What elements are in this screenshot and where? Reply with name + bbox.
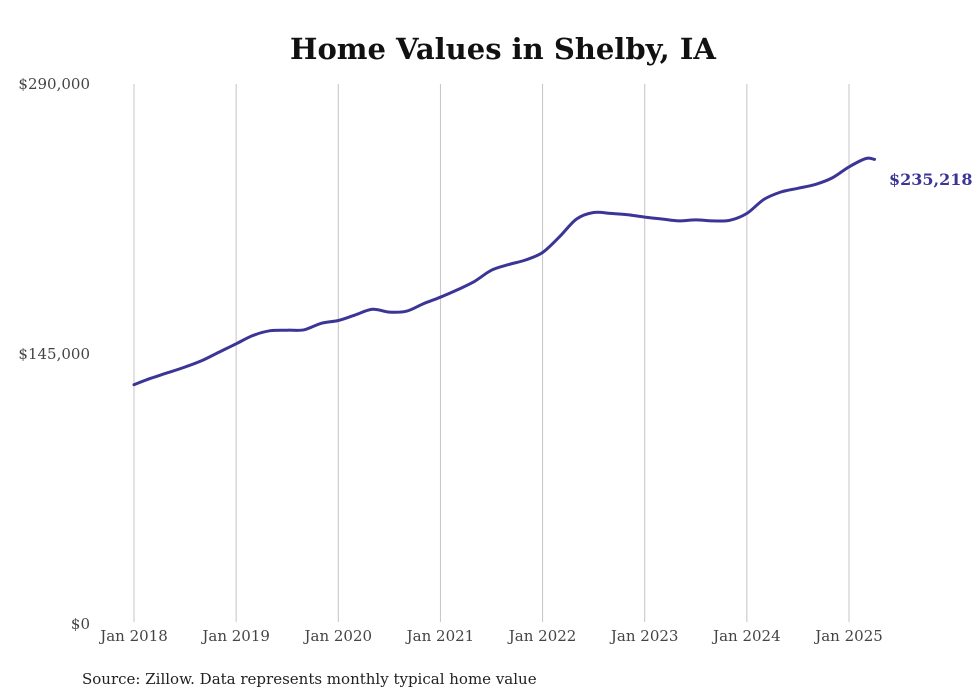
x-tick-label-1: Jan 2019 <box>200 627 270 645</box>
y-tick-label-2: $290,000 <box>18 75 90 93</box>
x-tick-label-7: Jan 2025 <box>813 627 883 645</box>
x-axis-tick-labels: Jan 2018 Jan 2019 Jan 2020 Jan 2021 Jan 2022… <box>98 627 883 645</box>
x-tick-label-6: Jan 2024 <box>711 627 781 645</box>
x-tick-label-2: Jan 2020 <box>303 627 373 645</box>
vertical-gridlines <box>133 84 850 622</box>
y-tick-label-1: $145,000 <box>18 345 90 363</box>
y-tick-label-0: $0 <box>71 615 90 633</box>
x-tick-label-3: Jan 2021 <box>405 627 475 645</box>
x-tick-label-0: Jan 2018 <box>98 627 168 645</box>
latest-value-label: $235,218 <box>889 170 973 189</box>
x-tick-label-4: Jan 2022 <box>507 627 577 645</box>
home-value-series-line <box>132 156 876 387</box>
source-note: Source: Zillow. Data represents monthly … <box>82 670 537 688</box>
x-tick-label-5: Jan 2023 <box>609 627 679 645</box>
chart-title: Home Values in Shelby, IA <box>290 32 716 66</box>
y-axis-tick-labels: $0 $145,000 $290,000 <box>18 75 90 633</box>
